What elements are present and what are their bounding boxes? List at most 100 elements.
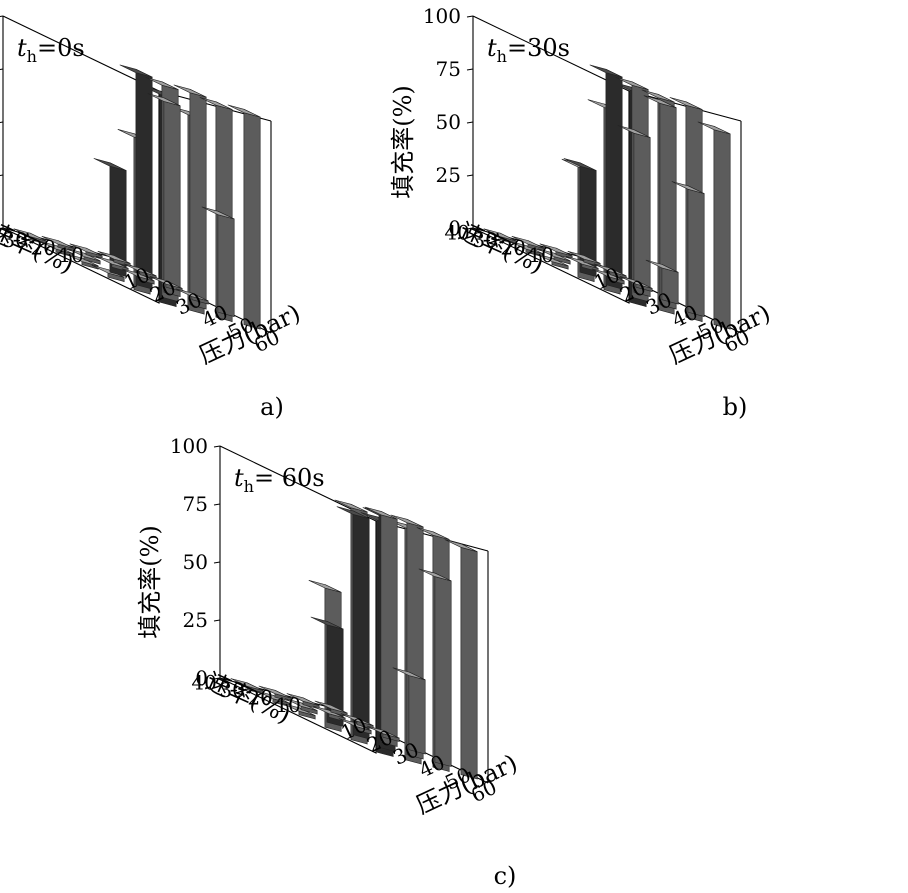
rate-tick-label: 30 (2, 228, 27, 252)
hold-time-annotation: th=30s (487, 34, 570, 66)
bar-rate-30-pressure-20 (284, 698, 318, 715)
bar-rate-30-pressure-20 (537, 248, 571, 265)
bar-rate-20-pressure-30 (121, 268, 155, 285)
bar-top-face (418, 568, 452, 582)
bar-top-face (334, 499, 368, 513)
hold-time-subscript: h (497, 47, 507, 66)
bar-rate-10-pressure-30 (366, 725, 400, 742)
bar-rate-30-pressure-20 (67, 248, 101, 265)
bar-side-face (352, 513, 370, 740)
z-tick (213, 445, 221, 448)
z-tick (213, 561, 221, 564)
bar-rate-10-pressure-10 (567, 251, 601, 268)
bar-side-face (605, 72, 623, 290)
bar-top-face (539, 243, 573, 257)
z-tick-label: 0 (448, 216, 461, 240)
bar-rate-10-pressure-60 (697, 121, 731, 330)
bar-rate-40-pressure-30 (282, 703, 316, 720)
bar-top-face (286, 693, 320, 706)
hold-time-annotation: th=0s (17, 34, 85, 66)
bar-top-face (565, 256, 599, 269)
bar-top-face (145, 77, 179, 90)
bar-side-face (460, 546, 478, 780)
bar-rate-30-pressure-40 (589, 64, 623, 290)
rate-tick-label: 40 (444, 220, 469, 244)
bar-rate-30-pressure-30 (310, 616, 344, 727)
bar-top-face (535, 253, 569, 267)
bar-top-face (41, 236, 75, 249)
bar-side-face (713, 129, 731, 330)
bar-top-face (567, 251, 601, 264)
bar-rate-10-pressure-20 (123, 263, 157, 280)
z-tick (213, 677, 221, 680)
z-tick (0, 174, 4, 177)
z-tick-label: 75 (183, 492, 208, 516)
bar-top-face (619, 276, 653, 289)
bar-rate-20-pressure-10 (69, 243, 103, 260)
bar-top-face (416, 527, 450, 540)
bar-top-face (308, 580, 342, 593)
subfigure-caption: c) (494, 862, 517, 890)
z-tick (466, 68, 474, 71)
hold-time-value: = 60s (254, 464, 325, 492)
bar-top-face (589, 64, 623, 78)
bar-top-face (284, 698, 318, 711)
rate-tick-label: 20 (247, 685, 272, 709)
bar-side-face (633, 132, 651, 297)
bar-top-face (258, 685, 292, 699)
bar-top-face (230, 678, 264, 691)
bar-rate-30-pressure-30 (563, 158, 597, 278)
bar-top-face (39, 241, 73, 254)
z-tick (466, 227, 474, 230)
bar-top-face (201, 206, 235, 220)
rate-axis-label: 速率(%) (455, 217, 548, 279)
z-tick-label: 100 (170, 434, 208, 458)
hold-time-annotation: th= 60s (234, 464, 325, 496)
z-tick-label: 75 (436, 57, 461, 81)
bar-top-face (617, 125, 651, 138)
bar-top-face (199, 97, 233, 110)
bar-top-face (563, 158, 597, 171)
z-tick (0, 15, 4, 18)
back-wall-top-edge (219, 445, 377, 522)
bar-top-face (67, 248, 101, 262)
bar-top-face (312, 705, 346, 719)
subfigure-caption: b) (723, 393, 748, 421)
bar-side-face (380, 514, 398, 747)
z-axis-label: 填充率(%) (389, 85, 417, 199)
bar-side-face (434, 576, 452, 767)
bar-top-face (93, 158, 127, 171)
z-tick (213, 619, 221, 622)
z-tick-label: 100 (423, 4, 461, 28)
bar-rate-20-pressure-40 (147, 93, 181, 298)
bar-rate-10-pressure-50 (671, 181, 705, 318)
bar-rate-10-pressure-60 (444, 539, 478, 780)
bar-top-face (444, 539, 478, 552)
bar-rate-10-pressure-40 (645, 259, 679, 305)
bar-top-face (256, 690, 290, 704)
back-wall-top-edge (472, 15, 630, 92)
z-tick (466, 121, 474, 124)
bar-top-face (95, 256, 129, 269)
subfigure-caption: a) (260, 393, 284, 421)
bar-rate-40-pressure-10 (230, 678, 264, 695)
bar-top-face (314, 700, 348, 714)
bar-rate-20-pressure-30 (591, 268, 625, 285)
hold-time-symbol: t (17, 34, 27, 62)
bar-rate-10-pressure-50 (201, 206, 235, 318)
bar-side-face (687, 188, 705, 317)
z-tick (0, 68, 4, 71)
z-tick-label: 0 (195, 666, 208, 690)
bar-top-face (390, 514, 424, 528)
rate-tick-label: 10 (58, 243, 83, 267)
bar-top-face (310, 616, 344, 630)
bar-rate-30-pressure-30 (93, 158, 127, 278)
bar-top-face (509, 241, 543, 254)
rate-tick-label: 10 (528, 243, 553, 267)
bar-top-face (336, 506, 370, 519)
bar-top-face (227, 104, 261, 118)
bar-top-face (671, 181, 705, 194)
